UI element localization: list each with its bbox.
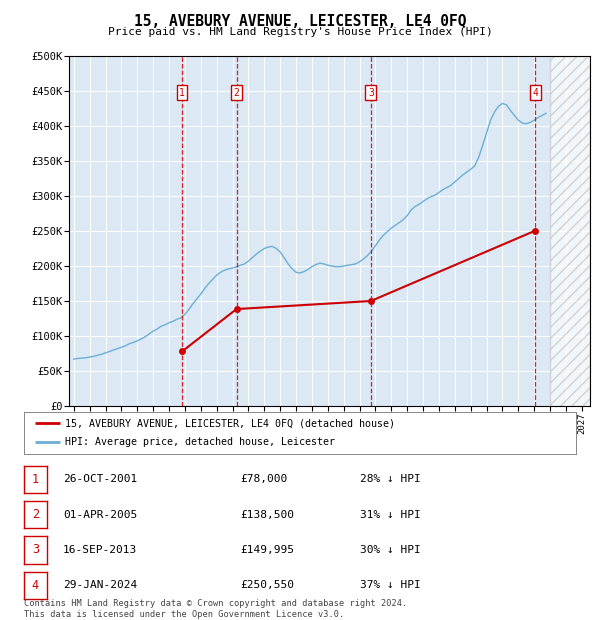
Text: 28% ↓ HPI: 28% ↓ HPI <box>360 474 421 484</box>
Text: 26-OCT-2001: 26-OCT-2001 <box>63 474 137 484</box>
Text: 1: 1 <box>179 87 185 97</box>
Text: Price paid vs. HM Land Registry's House Price Index (HPI): Price paid vs. HM Land Registry's House … <box>107 27 493 37</box>
Text: 15, AVEBURY AVENUE, LEICESTER, LE4 0FQ: 15, AVEBURY AVENUE, LEICESTER, LE4 0FQ <box>134 14 466 29</box>
Text: £138,500: £138,500 <box>240 510 294 520</box>
Text: 2: 2 <box>32 508 39 521</box>
Text: 01-APR-2005: 01-APR-2005 <box>63 510 137 520</box>
Text: £149,995: £149,995 <box>240 545 294 555</box>
Text: HPI: Average price, detached house, Leicester: HPI: Average price, detached house, Leic… <box>65 438 335 448</box>
Text: 16-SEP-2013: 16-SEP-2013 <box>63 545 137 555</box>
Text: 2: 2 <box>233 87 239 97</box>
Text: 29-JAN-2024: 29-JAN-2024 <box>63 580 137 590</box>
Text: 1: 1 <box>32 473 39 485</box>
Text: 4: 4 <box>533 87 538 97</box>
Text: 31% ↓ HPI: 31% ↓ HPI <box>360 510 421 520</box>
Text: £250,550: £250,550 <box>240 580 294 590</box>
Text: 3: 3 <box>368 87 374 97</box>
Text: 3: 3 <box>32 544 39 556</box>
Text: 4: 4 <box>32 579 39 591</box>
Text: £78,000: £78,000 <box>240 474 287 484</box>
Text: Contains HM Land Registry data © Crown copyright and database right 2024.
This d: Contains HM Land Registry data © Crown c… <box>24 600 407 619</box>
Text: 15, AVEBURY AVENUE, LEICESTER, LE4 0FQ (detached house): 15, AVEBURY AVENUE, LEICESTER, LE4 0FQ (… <box>65 418 395 428</box>
Text: 37% ↓ HPI: 37% ↓ HPI <box>360 580 421 590</box>
Text: 30% ↓ HPI: 30% ↓ HPI <box>360 545 421 555</box>
